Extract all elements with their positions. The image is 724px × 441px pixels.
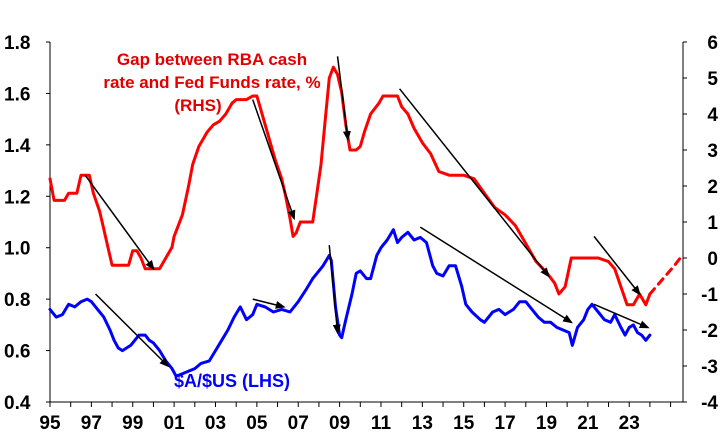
trend-arrow bbox=[336, 56, 351, 142]
right-tick-label: -2 bbox=[701, 321, 718, 342]
trend-arrow bbox=[84, 174, 155, 271]
x-tick-label: 13 bbox=[412, 413, 433, 434]
right-tick-label: -3 bbox=[701, 357, 718, 378]
right-tick-label: -4 bbox=[701, 393, 718, 414]
x-tick-label: 95 bbox=[39, 413, 61, 434]
left-tick-label: 1.4 bbox=[4, 136, 31, 157]
trend-arrow bbox=[252, 99, 296, 221]
trend-arrow bbox=[94, 293, 170, 368]
trend-arrows bbox=[84, 56, 650, 368]
left-tick-label: 0.4 bbox=[4, 393, 31, 414]
left-tick-label: 1.0 bbox=[4, 239, 30, 260]
right-tick-label: 0 bbox=[707, 249, 718, 270]
left-tick-label: 1.6 bbox=[4, 84, 30, 105]
x-tick-label: 05 bbox=[246, 413, 268, 434]
series-lines bbox=[48, 65, 685, 378]
x-tick-label: 17 bbox=[495, 413, 516, 434]
left-tick-label: 0.8 bbox=[4, 290, 30, 311]
x-tick-label: 15 bbox=[453, 413, 475, 434]
axes: 0.40.60.81.01.21.41.61.8-4-3-2-101234569… bbox=[4, 33, 718, 434]
rhs-label-line-2: rate and Fed Funds rate, % bbox=[103, 73, 320, 92]
x-tick-label: 23 bbox=[619, 413, 640, 434]
trend-arrow bbox=[252, 298, 286, 309]
rate-gap-line bbox=[48, 65, 652, 307]
x-tick-label: 01 bbox=[164, 413, 186, 434]
right-tick-label: 1 bbox=[707, 213, 718, 234]
x-tick-label: 19 bbox=[536, 413, 557, 434]
x-tick-label: 99 bbox=[122, 413, 143, 434]
right-tick-label: 2 bbox=[707, 177, 718, 198]
right-tick-label: 6 bbox=[707, 33, 718, 54]
aud-usd-line bbox=[48, 228, 652, 378]
x-tick-label: 07 bbox=[288, 413, 309, 434]
trend-arrow bbox=[419, 226, 573, 324]
left-tick-label: 1.8 bbox=[4, 33, 30, 54]
x-tick-label: 11 bbox=[371, 413, 392, 434]
rhs-label-line-3: (RHS) bbox=[174, 96, 221, 115]
annotation-labels: Gap between RBA cash rate and Fed Funds … bbox=[103, 50, 320, 391]
rhs-label-line-1: Gap between RBA cash bbox=[117, 50, 307, 69]
right-tick-label: -1 bbox=[701, 285, 718, 306]
x-tick-label: 09 bbox=[329, 413, 350, 434]
lhs-label: $A/$US (LHS) bbox=[174, 371, 290, 391]
right-tick-label: 4 bbox=[707, 105, 718, 126]
right-tick-label: 5 bbox=[707, 69, 718, 90]
trend-arrow bbox=[593, 235, 641, 296]
trend-arrow bbox=[328, 245, 341, 335]
rate-gap-forecast-line bbox=[648, 252, 685, 296]
right-tick-label: 3 bbox=[707, 141, 718, 162]
trend-arrow bbox=[593, 303, 650, 329]
x-tick-label: 97 bbox=[81, 413, 102, 434]
trend-arrow bbox=[399, 88, 550, 278]
left-tick-label: 0.6 bbox=[4, 342, 30, 363]
left-tick-label: 1.2 bbox=[4, 187, 30, 208]
x-tick-label: 03 bbox=[205, 413, 226, 434]
x-tick-label: 21 bbox=[577, 413, 599, 434]
